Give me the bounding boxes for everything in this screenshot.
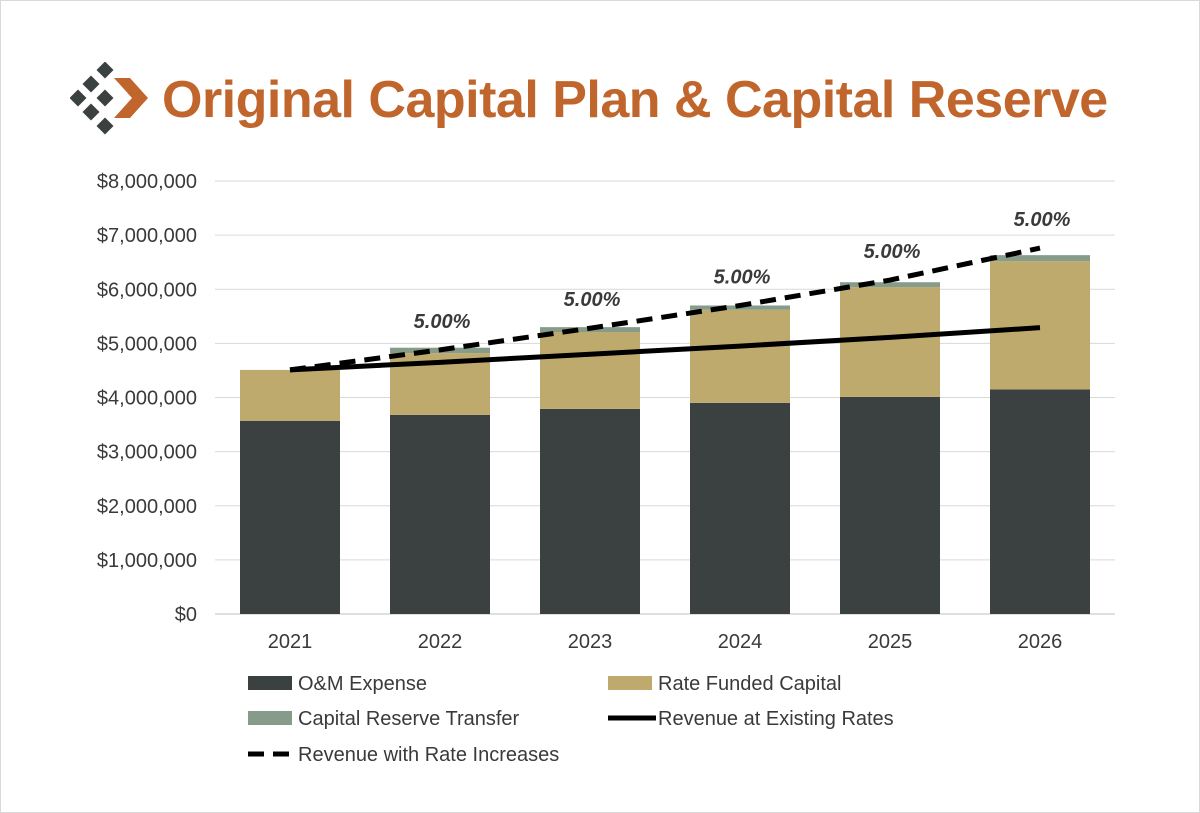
y-tick-label: $0 [175,604,197,626]
legend-label: Revenue at Existing Rates [658,708,894,730]
rate-increase-label: 5.00% [714,266,771,288]
y-tick-label: $6,000,000 [97,279,197,301]
y-tick-label: $3,000,000 [97,442,197,464]
bar-segment [690,310,790,403]
legend-label: Revenue with Rate Increases [298,744,559,766]
legend-swatch [248,676,292,690]
legend-label: O&M Expense [298,673,427,695]
stacked-bar-chart: $0 $1,000,000 $2,000,000 $3,000,000 $4,000,0… [0,0,1200,813]
bar-segment [390,415,490,614]
bar-segment [840,282,940,287]
rate-increase-label: 5.00% [1014,209,1071,231]
rate-increase-label: 5.00% [414,311,471,333]
bar-segment [840,287,940,397]
legend-swatch [248,711,292,725]
bar-segment [240,421,340,614]
bar-segment [840,397,940,614]
bar-segment [690,403,790,614]
y-tick-label: $8,000,000 [97,171,197,193]
x-tick-label: 2026 [1018,631,1063,653]
y-tick-label: $1,000,000 [97,550,197,572]
bar-segment [990,389,1090,614]
y-tick-label: $4,000,000 [97,388,197,410]
legend-label: Rate Funded Capital [658,673,841,695]
bar-segment [990,261,1090,389]
rate-increase-label: 5.00% [864,241,921,263]
y-tick-label: $2,000,000 [97,496,197,518]
x-tick-label: 2021 [268,631,313,653]
x-tick-label: 2025 [868,631,913,653]
x-tick-label: 2022 [418,631,463,653]
y-tick-label: $5,000,000 [97,333,197,355]
x-tick-label: 2024 [718,631,763,653]
x-tick-label: 2023 [568,631,613,653]
bar-segment [240,370,340,421]
legend-swatch [608,676,652,690]
bar-segment [990,255,1090,261]
rate-increase-label: 5.00% [564,289,621,311]
y-tick-label: $7,000,000 [97,225,197,247]
bar-segment [540,332,640,409]
bar-segment [540,409,640,614]
legend-label: Capital Reserve Transfer [298,708,520,730]
